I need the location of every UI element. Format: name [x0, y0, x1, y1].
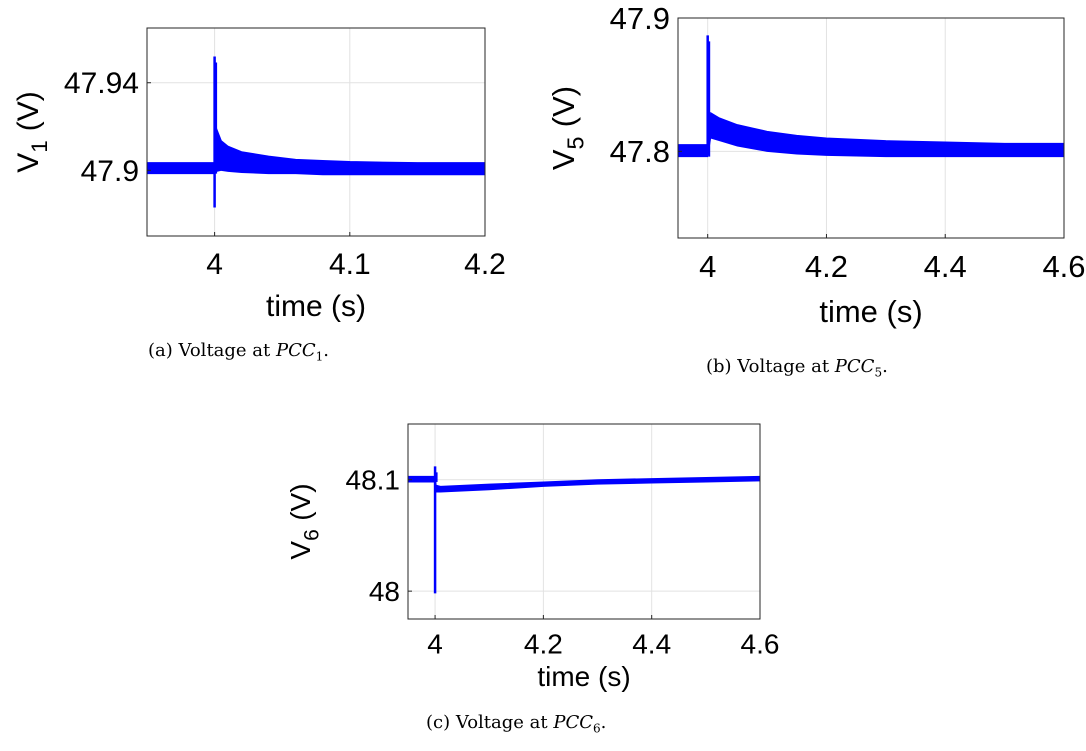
caption-b-sub: 5	[874, 365, 883, 380]
chart-b-series-ripple	[678, 18, 1064, 238]
caption-b-math: PCC	[834, 356, 875, 377]
chart-a-series-band	[147, 128, 485, 176]
chart-b-y-axis-label: V5 (V)	[546, 86, 588, 170]
caption-c-sub: 6	[593, 721, 601, 736]
chart-panel-c: 4 4.2 4.4 4.6 48 48.1 time (s) V6 (V)	[270, 400, 830, 700]
chart-c-series-band	[408, 475, 760, 493]
chart-c-y-axis-label: V6 (V)	[285, 483, 323, 559]
caption-a-prefix: (a) Voltage at	[148, 340, 276, 361]
chart-b-y-axis-label-unit: (V)	[546, 86, 581, 127]
caption-c-suffix: .	[600, 712, 607, 733]
chart-c-y-axis-label-unit: (V)	[285, 483, 316, 520]
chart-b-y-tick-label: 47.8	[610, 134, 670, 169]
chart-c-x-axis-label: time (s)	[537, 661, 630, 692]
chart-b-x-axis-label: time (s)	[819, 294, 922, 329]
chart-c-y-axis-label-sub: 6	[300, 529, 323, 541]
chart-b-svg: 4 4.2 4.4 4.6 47.8 47.9 time (s) V5 (V)	[546, 1, 1086, 329]
chart-c-axes-box	[407, 423, 761, 620]
chart-b-y-axis-label-main: V	[546, 149, 581, 170]
chart-c-y-tick-label: 48	[369, 576, 400, 607]
caption-a-math: PCC	[276, 340, 316, 361]
chart-c-x-tick-label: 4.2	[524, 628, 563, 659]
chart-a-plot-area	[147, 28, 485, 236]
chart-a-series-group	[147, 56, 485, 208]
chart-c-x-tick-label: 4.4	[632, 628, 671, 659]
chart-a-y-axis-label: V1 (V)	[12, 91, 52, 173]
chart-b-y-axis-label-sub: 5	[562, 137, 588, 150]
caption-c-prefix: (c) Voltage at	[426, 712, 554, 733]
caption-c: (c) Voltage at PCC6.	[426, 712, 606, 736]
chart-b-x-tick-label: 4.2	[805, 249, 848, 284]
chart-c-plot-area	[408, 424, 760, 619]
chart-a-axes-box	[146, 27, 486, 237]
chart-a-y-tick-label: 47.94	[64, 67, 139, 100]
caption-a: (a) Voltage at PCC1.	[148, 340, 329, 364]
chart-c-series-group	[408, 424, 760, 619]
chart-panel-a: 4 4.1 4.2 47.9 47.94 time (s) V1 (V)	[0, 0, 520, 330]
chart-c-y-axis-label-main: V	[285, 541, 316, 560]
caption-c-math: PCC	[553, 712, 593, 733]
chart-b-x-tick-label: 4	[699, 249, 716, 284]
chart-c-y-tick-label: 48.1	[346, 465, 401, 496]
chart-b-x-tick-label: 4.6	[1042, 249, 1085, 284]
chart-b-x-tick-label: 4.4	[924, 249, 967, 284]
chart-a-y-axis-label-sub: 1	[27, 140, 52, 153]
chart-b-series-group	[678, 18, 1064, 238]
chart-panel-b: 4 4.2 4.4 4.6 47.8 47.9 time (s) V5 (V)	[540, 0, 1086, 340]
caption-b: (b) Voltage at PCC5.	[706, 356, 888, 380]
chart-a-x-tick-label: 4.2	[464, 248, 506, 281]
caption-a-suffix: .	[323, 340, 330, 361]
chart-c-x-tick-label: 4.6	[741, 628, 780, 659]
chart-c-svg: 4 4.2 4.4 4.6 48 48.1 time (s) V6 (V)	[285, 423, 780, 692]
chart-a-y-axis-label-main: V	[12, 153, 45, 173]
chart-a-y-tick-label: 47.9	[81, 155, 139, 188]
chart-a-y-axis-label-unit: (V)	[12, 91, 45, 131]
chart-a-svg: 4 4.1 4.2 47.9 47.94 time (s) V1 (V)	[12, 27, 506, 323]
caption-b-prefix: (b) Voltage at	[706, 356, 835, 377]
chart-b-series-band	[678, 111, 1064, 158]
chart-c-series-ripple	[408, 424, 760, 619]
caption-b-suffix: .	[882, 356, 888, 377]
chart-b-y-tick-label: 47.9	[610, 1, 670, 36]
chart-a-x-tick-label: 4	[206, 248, 223, 281]
chart-a-x-axis-label: time (s)	[266, 290, 366, 323]
caption-a-sub: 1	[315, 349, 324, 364]
chart-a-x-tick-label: 4.1	[329, 248, 371, 281]
chart-b-axes-box	[677, 17, 1065, 239]
chart-c-x-tick-label: 4	[427, 628, 443, 659]
